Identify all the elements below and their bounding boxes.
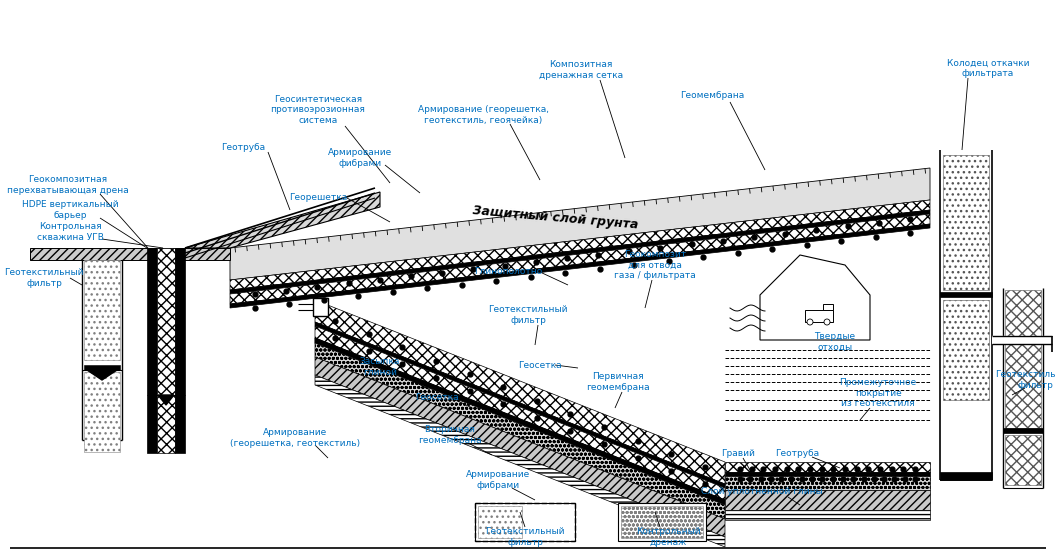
Polygon shape	[315, 300, 725, 484]
Text: Колодец откачки
фильтрата: Колодец откачки фильтрата	[947, 58, 1030, 78]
Polygon shape	[185, 192, 380, 248]
Text: Композитная
дренажная сетка: Композитная дренажная сетка	[539, 60, 623, 80]
Text: Армирование
фибрами: Армирование фибрами	[327, 148, 392, 168]
Bar	[175, 248, 185, 453]
Text: Геосетка: Геосетка	[415, 394, 458, 402]
Bar	[84, 365, 120, 370]
Bar	[618, 503, 706, 541]
Bar	[725, 510, 930, 520]
Text: Георешетка: Георешетка	[289, 193, 347, 202]
Text: HDPE вертикальный
барьер: HDPE вертикальный барьер	[22, 200, 118, 220]
Polygon shape	[158, 395, 174, 405]
Text: Армирование
фибрами: Армирование фибрами	[466, 470, 530, 490]
Polygon shape	[760, 255, 870, 340]
Text: Контрольный
дренаж: Контрольный дренаж	[636, 527, 700, 547]
Bar	[475, 503, 576, 541]
Bar	[313, 298, 328, 316]
Bar	[823, 304, 833, 310]
Text: Геотекстильный
фильтр: Геотекстильный фильтр	[486, 527, 565, 547]
Polygon shape	[315, 326, 725, 500]
Text: Геокомпозит
для отвода
газа / фильтрата: Геокомпозит для отвода газа / фильтрата	[615, 250, 696, 280]
Polygon shape	[230, 200, 930, 290]
Text: Контрольная
скважина УГВ: Контрольная скважина УГВ	[37, 222, 103, 241]
Bar	[805, 310, 833, 322]
Text: Геотекстильный
фильтр: Геотекстильный фильтр	[995, 370, 1056, 390]
Polygon shape	[30, 248, 230, 260]
Text: Армирование (георешетка,
геотекстиль, геоячейка): Армирование (георешетка, геотекстиль, ге…	[417, 105, 548, 125]
Text: Геомембрана: Геомембрана	[680, 91, 744, 100]
Circle shape	[807, 319, 813, 325]
Bar	[1005, 290, 1041, 428]
Text: Геосинтетическая
противоэрозионная
система: Геосинтетическая противоэрозионная систе…	[270, 95, 365, 125]
Text: Геотруба: Геотруба	[221, 144, 265, 153]
Text: Вторичная
геомембрана: Вторичная геомембрана	[418, 425, 482, 445]
Polygon shape	[315, 338, 725, 505]
Bar	[943, 155, 989, 290]
Bar	[725, 472, 930, 476]
Polygon shape	[315, 343, 725, 519]
Bar	[478, 506, 522, 538]
Polygon shape	[230, 224, 930, 308]
Polygon shape	[315, 322, 725, 488]
Circle shape	[824, 319, 830, 325]
Polygon shape	[230, 168, 930, 280]
Text: Твердые
отходы: Твердые отходы	[814, 332, 855, 352]
Text: Первичная
геомембрана: Первичная геомембрана	[586, 372, 649, 392]
Bar	[940, 472, 992, 480]
Text: Глинополотно: Глинополотно	[474, 268, 542, 277]
Polygon shape	[230, 210, 930, 294]
Text: Армирование
(георешетка, геотекстиль): Армирование (георешетка, геотекстиль)	[230, 428, 360, 448]
Bar	[725, 476, 930, 490]
Bar	[943, 300, 989, 400]
Bar	[725, 462, 930, 472]
Polygon shape	[315, 375, 725, 547]
Text: Гравий: Гравий	[721, 448, 755, 457]
Polygon shape	[87, 370, 117, 380]
Text: Геотруба: Геотруба	[775, 448, 819, 457]
Text: Геотекстильный
фильтр: Геотекстильный фильтр	[4, 268, 83, 288]
Text: Промежуточное
покрытие
из геотекстиля: Промежуточное покрытие из геотекстиля	[840, 378, 917, 408]
Bar	[84, 260, 120, 360]
Bar	[940, 292, 992, 297]
Text: Слой уплотненной глины: Слой уплотненной глины	[701, 487, 823, 496]
Bar	[157, 248, 175, 453]
Text: Защитный слой грунта: Защитный слой грунта	[472, 204, 639, 232]
Bar	[84, 372, 120, 452]
Bar	[147, 248, 157, 453]
Text: Геосетка: Геосетка	[518, 361, 562, 369]
Polygon shape	[230, 214, 930, 304]
Text: Засыпка
глиной: Засыпка глиной	[360, 357, 400, 377]
Bar	[1005, 435, 1041, 485]
Bar	[621, 506, 703, 538]
Bar	[725, 490, 930, 510]
Polygon shape	[315, 357, 725, 537]
Bar	[1003, 428, 1043, 433]
Text: Геокомпозитная
перехватывающая дрена: Геокомпозитная перехватывающая дрена	[7, 176, 129, 195]
Text: Геотекстильный
фильтр: Геотекстильный фильтр	[488, 305, 568, 325]
